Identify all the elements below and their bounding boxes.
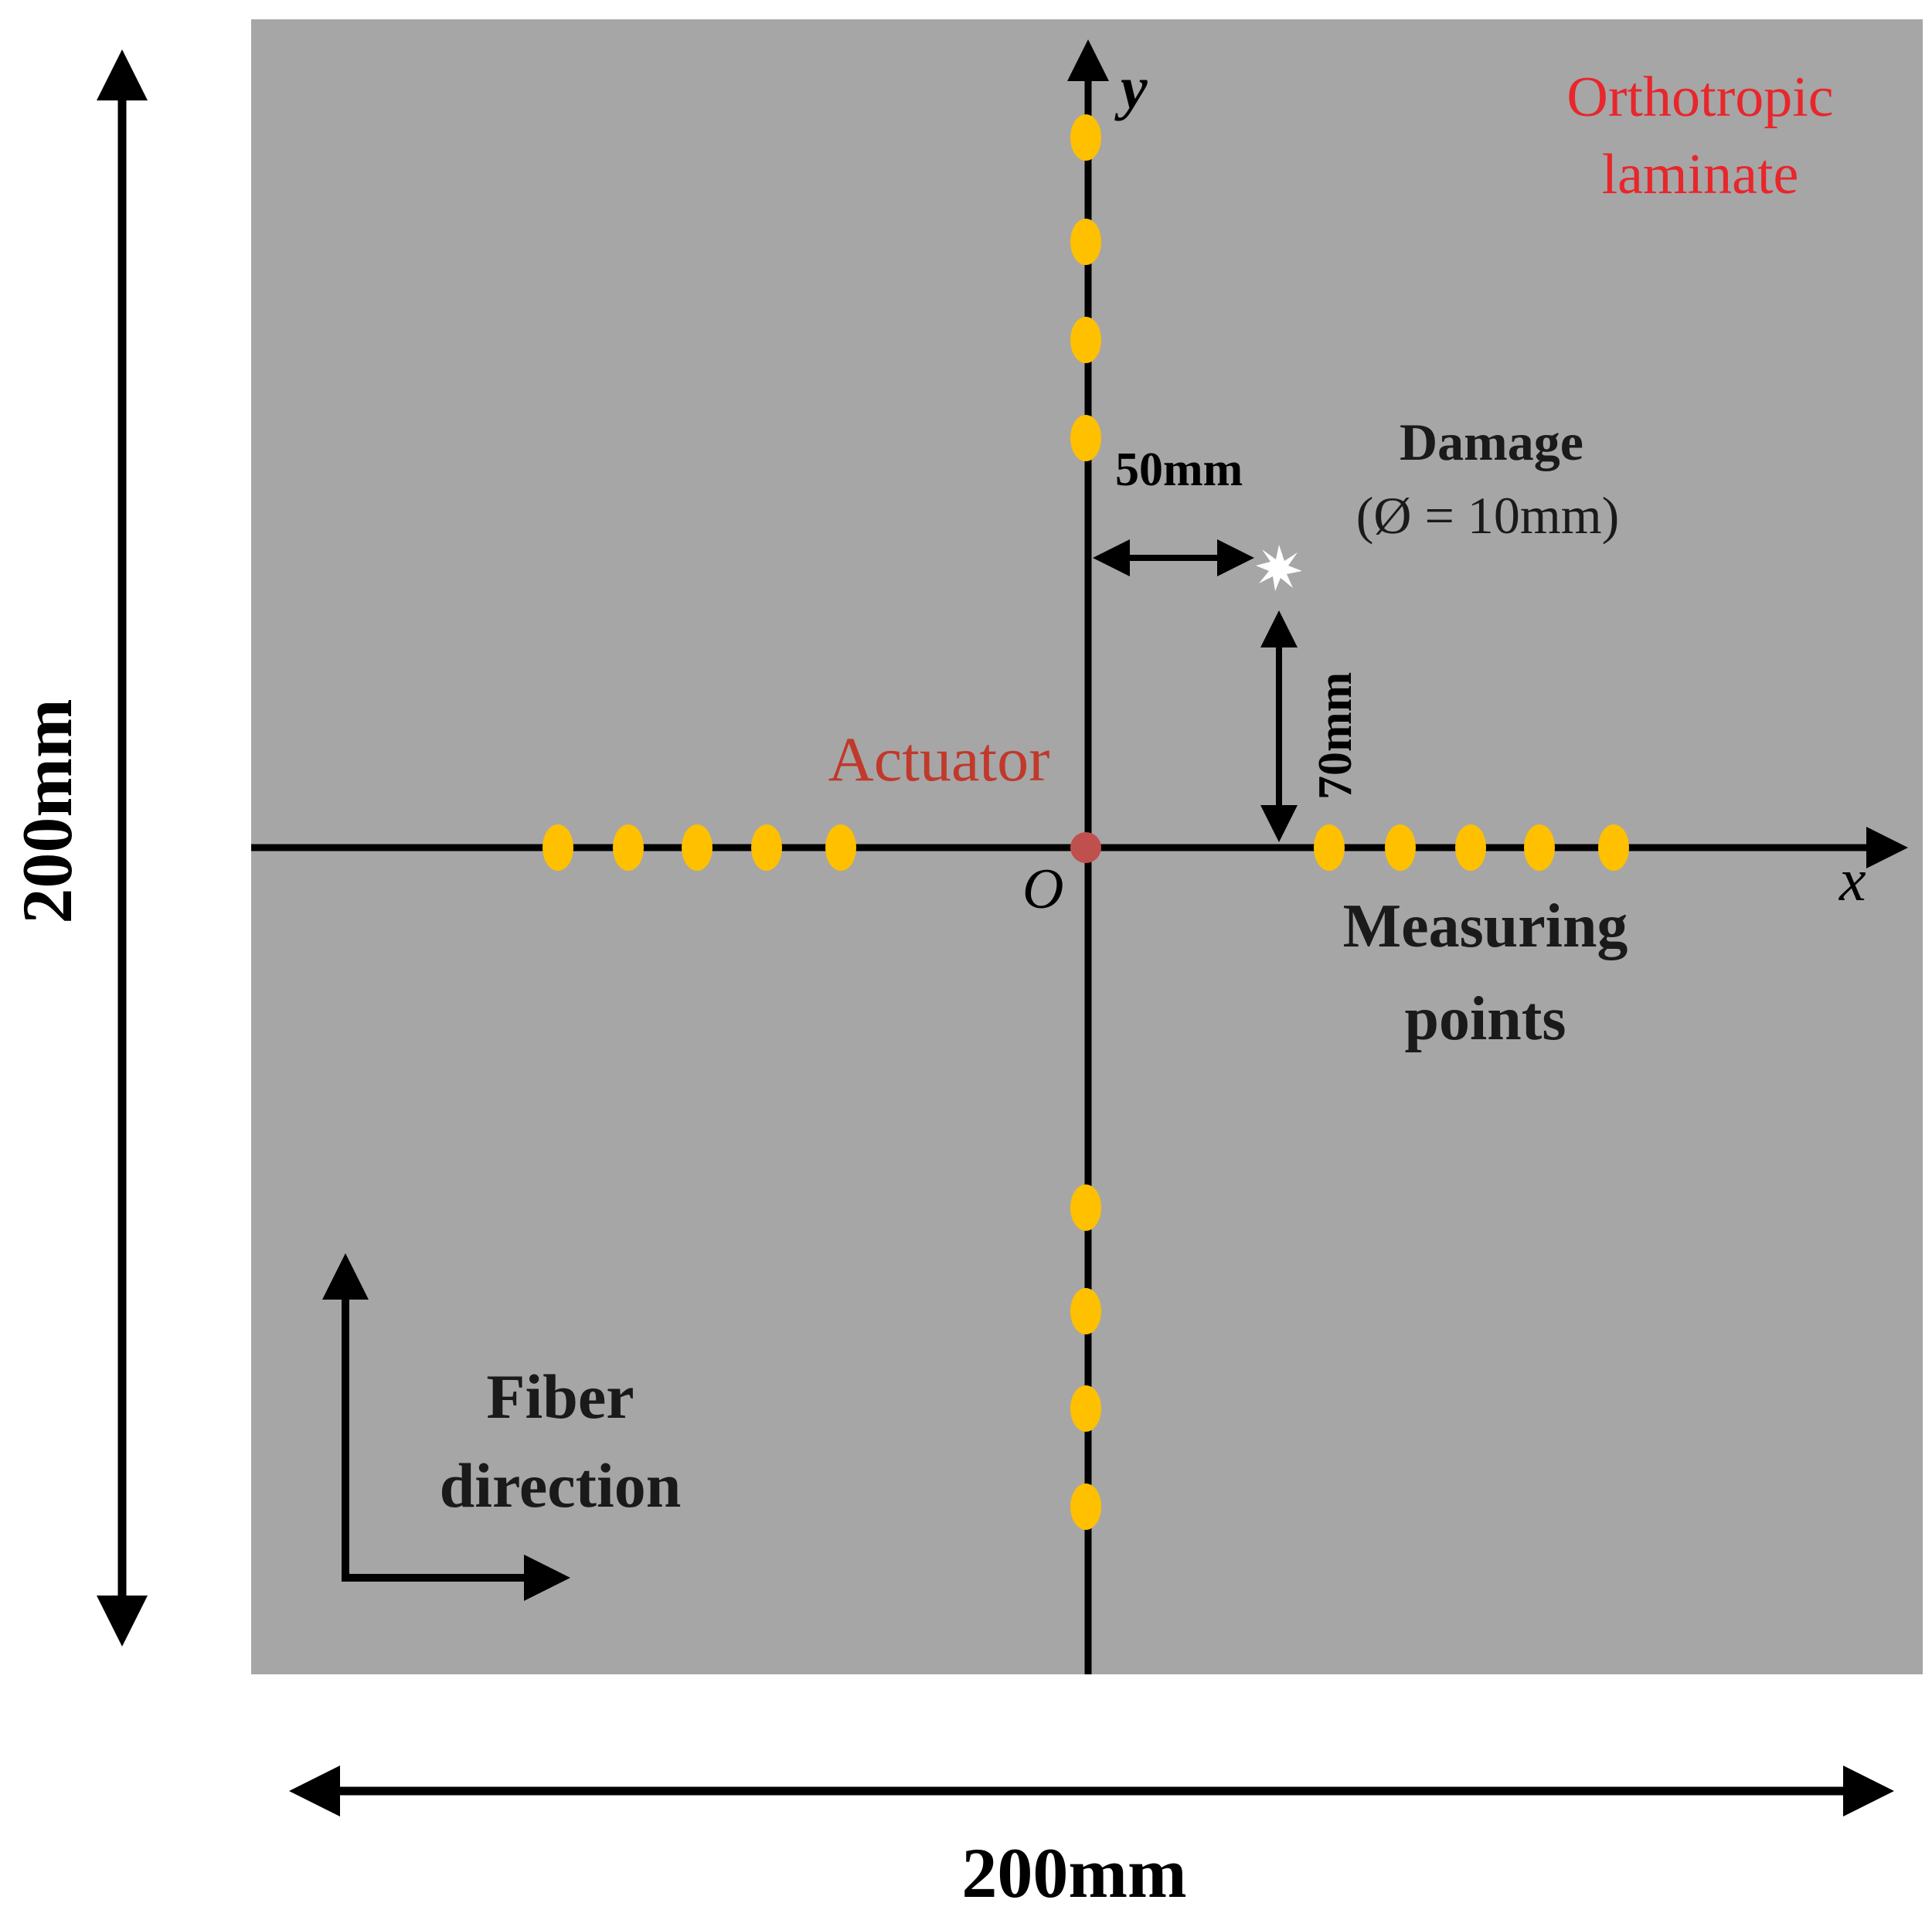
measuring-points-group [543, 114, 1629, 1530]
measuring-point-icon [1070, 1184, 1101, 1231]
material-label-line1: Orthotropic [1566, 66, 1833, 129]
measuring-point-icon [825, 824, 856, 871]
measuring-point-icon [1070, 1288, 1101, 1334]
starburst-icon [1256, 545, 1302, 591]
actuator-label: Actuator [828, 724, 1050, 794]
measuring-label-line1: Measuring [1343, 892, 1628, 960]
measuring-point-icon [682, 824, 713, 871]
measuring-point-icon [751, 824, 782, 871]
measuring-label-line2: points [1405, 985, 1566, 1053]
fiber-label-line1: Fiber [486, 1361, 634, 1432]
measuring-point-icon [543, 824, 573, 871]
actuator-dot-icon [1070, 832, 1101, 863]
measuring-point-icon [1070, 317, 1101, 363]
measuring-point-icon [1070, 1483, 1101, 1530]
dim-70-label: 70mm [1309, 672, 1362, 800]
dim-50-label: 50mm [1115, 444, 1243, 496]
measuring-point-icon [1314, 824, 1345, 871]
measuring-point-icon [1070, 114, 1101, 161]
measuring-point-icon [1070, 219, 1101, 265]
measuring-point-icon [1070, 1385, 1101, 1432]
measuring-point-icon [1455, 824, 1486, 871]
material-label-line2: laminate [1602, 143, 1799, 206]
origin-label: O [1022, 858, 1063, 921]
damage-size: (Ø = 10mm) [1356, 486, 1620, 545]
measuring-point-icon [613, 824, 644, 871]
measuring-point-icon [1524, 824, 1555, 871]
width-dimension-label: 200mm [961, 1834, 1186, 1910]
height-dimension-label: 200mm [8, 698, 87, 923]
y-axis-label: y [1114, 54, 1148, 121]
measuring-point-icon [1070, 415, 1101, 461]
measuring-point-icon [1385, 824, 1416, 871]
fiber-label-line2: direction [440, 1450, 682, 1521]
measuring-point-icon [1598, 824, 1629, 871]
damage-title: Damage [1400, 413, 1583, 471]
x-axis-label: x [1838, 846, 1866, 913]
